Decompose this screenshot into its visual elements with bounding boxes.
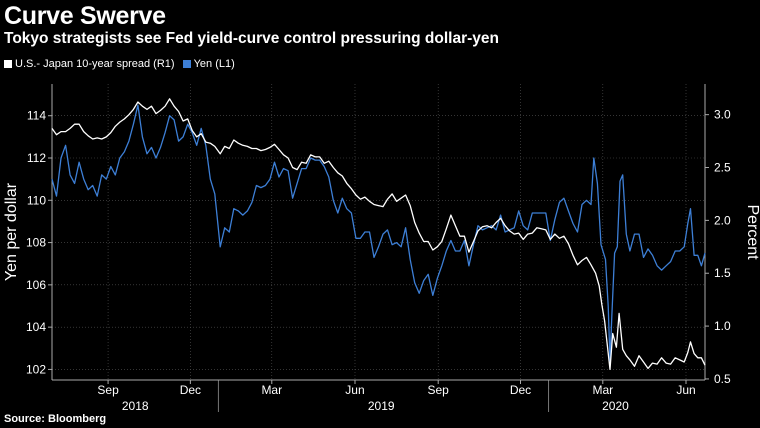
y-left-tick-label: 106: [26, 278, 46, 292]
y-left-tick-label: 108: [26, 236, 46, 250]
chart-subtitle: Tokyo strategists see Fed yield-curve co…: [4, 30, 499, 47]
yen-series-line: [51, 104, 706, 362]
x-tick-label: Jun: [676, 383, 695, 397]
y-right-tick-label: 2.0: [714, 213, 731, 227]
y-right-tick-label: 1.0: [714, 319, 731, 333]
x-year-label: 2019: [368, 399, 395, 413]
y-right-tick-label: 3.0: [714, 108, 731, 122]
x-year-label: 2020: [602, 399, 629, 413]
x-tick-label: Dec: [180, 383, 201, 397]
y-left-tick-label: 114: [27, 109, 46, 123]
y-axis-left-label: Yen per dollar: [3, 182, 20, 281]
legend-item-yen: Yen (L1): [182, 58, 235, 70]
y-right-tick-label: 2.5: [714, 161, 731, 175]
y-right-tick-label: 1.5: [714, 266, 731, 280]
x-tick-label: Sep: [428, 383, 450, 397]
legend-label-yen: Yen (L1): [193, 58, 235, 70]
y-left-tick-label: 102: [26, 362, 46, 376]
tick-labels: 102 104 106 108 110 112 114 0.5 1.0 1.5 2.0 2.5 3.0 S…: [26, 108, 731, 413]
x-tick-label: Mar: [592, 383, 613, 397]
y-left-tick-label: 110: [27, 193, 46, 207]
legend-label-spread: U.S.- Japan 10-year spread (R1): [15, 58, 175, 70]
y-left-tick-label: 112: [27, 151, 46, 165]
legend-swatch-spread: [4, 60, 12, 68]
legend-swatch-yen: [182, 60, 191, 68]
source-note: Source: Bloomberg: [4, 413, 107, 425]
legend-item-spread: U.S.- Japan 10-year spread (R1): [4, 58, 175, 70]
x-tick-label: Jun: [345, 383, 364, 397]
x-year-label: 2018: [122, 399, 149, 413]
chart-title: Curve Swerve: [4, 2, 166, 30]
y-axis-right-label: Percent: [744, 204, 760, 260]
y-right-tick-label: 0.5: [714, 372, 731, 386]
gridlines: [52, 84, 705, 380]
x-tick-label: Sep: [97, 383, 119, 397]
x-tick-label: Mar: [261, 383, 282, 397]
y-left-tick-label: 104: [26, 320, 46, 334]
x-tick-label: Dec: [510, 383, 531, 397]
series-lines: [51, 98, 706, 371]
spread-series-line: [51, 98, 706, 371]
axes: [48, 84, 709, 412]
chart-legend: U.S.- Japan 10-year spread (R1) Yen (L1): [4, 58, 235, 70]
